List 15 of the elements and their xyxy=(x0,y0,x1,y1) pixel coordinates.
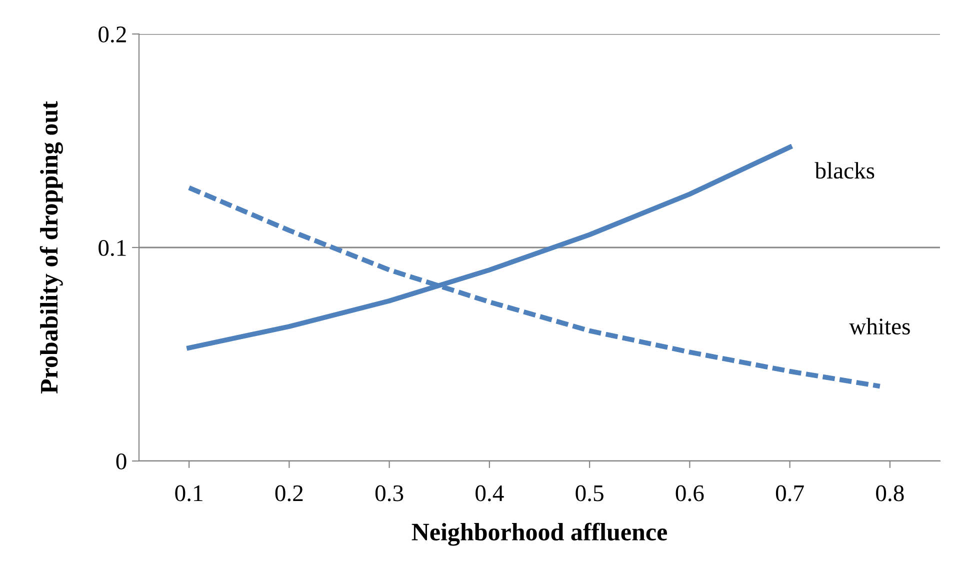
y-tick-label: 0.1 xyxy=(98,240,126,256)
series-label: blacks xyxy=(814,162,874,179)
x-tick-label: 0.5 xyxy=(576,485,604,502)
x-tick-label: 0.6 xyxy=(676,485,704,502)
x-tick-label: 0.1 xyxy=(175,485,202,502)
x-tick-label: 0.4 xyxy=(476,485,504,502)
x-tick-label: 0.2 xyxy=(275,485,303,502)
x-tick-label: 0.8 xyxy=(876,485,904,502)
x-axis-title: Neighborhood affluence xyxy=(412,522,667,546)
y-tick-label: 0 xyxy=(116,453,126,470)
series-label: whites xyxy=(849,318,910,335)
y-axis-title: Probability of dropping out xyxy=(40,101,63,394)
x-tick-label: 0.7 xyxy=(776,485,804,502)
y-tick-label: 0.2 xyxy=(98,26,126,43)
x-tick-label: 0.3 xyxy=(375,485,404,502)
